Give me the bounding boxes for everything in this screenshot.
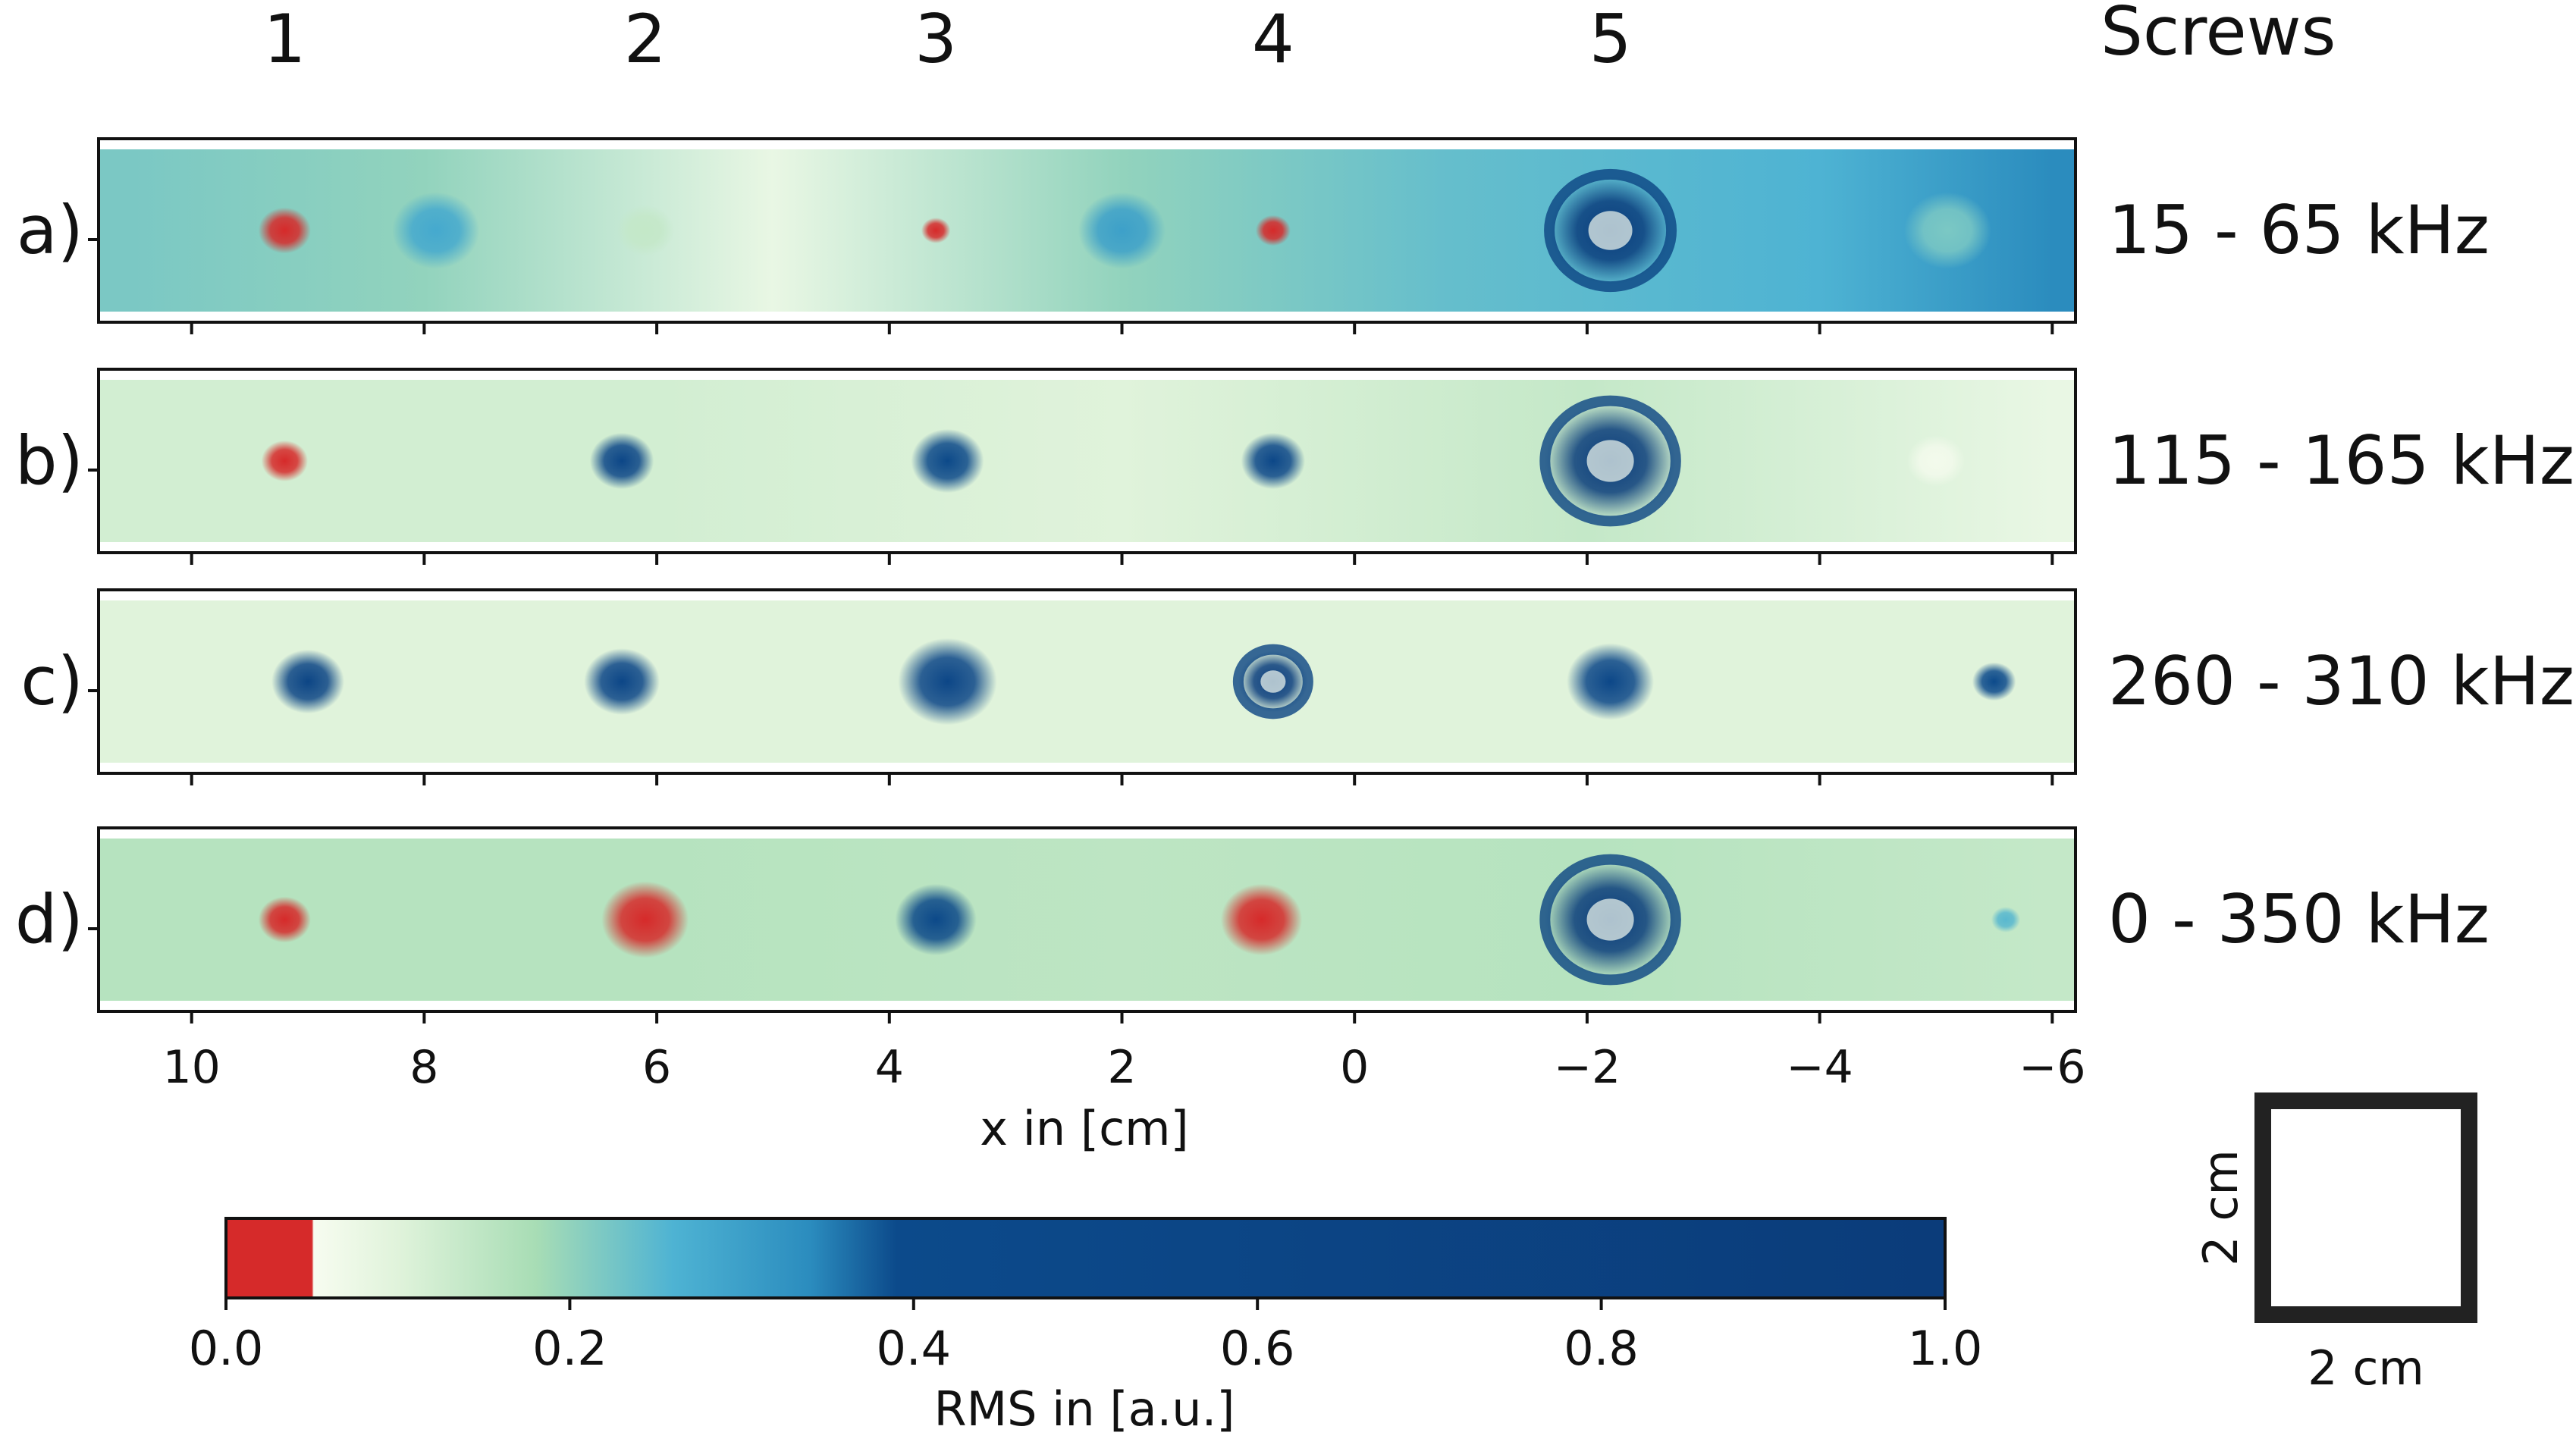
frequency-band: 260 - 310 kHz <box>2108 642 2574 720</box>
rms-hotspot <box>1255 215 1291 246</box>
frequency-band: 0 - 350 kHz <box>2108 880 2490 958</box>
rms-hotspot <box>1567 643 1655 720</box>
rms-hotspot <box>601 881 689 958</box>
scale-box-horizontal-label: 2 cm <box>2308 1340 2424 1396</box>
colorbar-tick-label: 0.2 <box>532 1321 607 1376</box>
rms-hotspot <box>1241 432 1306 490</box>
x-tick-label: −4 <box>1786 1041 1853 1094</box>
rms-ring <box>1232 644 1313 719</box>
x-tick-label: −2 <box>1554 1041 1621 1094</box>
heatmap-background <box>99 380 2076 542</box>
panel: a) 15 - 65 kHz <box>17 137 2490 334</box>
panel-frame <box>97 368 2077 554</box>
panel-label: c) <box>20 642 83 720</box>
screw-label: 2 <box>624 0 667 78</box>
rms-hotspot <box>1078 192 1166 269</box>
x-axis: 10 8 6 4 2 0 −2 −4 −6 <box>163 1041 2086 1094</box>
scale-box-vertical-label: 2 cm <box>2193 1149 2248 1266</box>
rms-ring-center <box>1586 440 1634 482</box>
x-tick-label: 0 <box>1340 1041 1369 1094</box>
screw-label: 3 <box>915 0 957 78</box>
x-tick-label: 4 <box>875 1041 904 1094</box>
x-tick-label: 8 <box>409 1041 438 1094</box>
rms-hotspot <box>258 207 311 254</box>
rms-ring <box>1539 395 1681 527</box>
colorbar-tick-label: 1.0 <box>1908 1321 1983 1376</box>
colorbar-tick-label: 0.6 <box>1220 1321 1295 1376</box>
x-tick-label: 6 <box>642 1041 671 1094</box>
rms-hotspot <box>1906 435 1966 487</box>
colorbar-tick-label: 0.0 <box>189 1321 264 1376</box>
screw-label: 4 <box>1252 0 1294 78</box>
screw-labels: 1 2 3 4 5 <box>263 0 1631 78</box>
panel: c) 260 - 310 kHz <box>20 588 2574 785</box>
panel: d) 0 - 350 kHz <box>15 826 2490 1024</box>
rms-ring <box>1544 168 1677 293</box>
panel-frame <box>97 826 2077 1013</box>
panel: b) 115 - 165 kHz <box>15 368 2574 565</box>
rms-hotspot <box>898 638 997 726</box>
screw-label: 1 <box>263 0 306 78</box>
x-tick-label: 2 <box>1107 1041 1136 1094</box>
panels: a) 15 - 65 kHz b) 115 - 165 kHz c) 260 - 310 … <box>15 137 2574 1024</box>
rms-hotspot <box>589 432 654 490</box>
rms-ring-center <box>1260 670 1286 693</box>
panel-frame <box>97 588 2077 775</box>
rms-hotspot <box>392 192 480 269</box>
rms-hotspot <box>1991 907 2021 933</box>
colorbar: 0.0 0.2 0.4 0.6 0.8 1.0 <box>189 1217 1983 1376</box>
colorbar-tick-label: 0.8 <box>1564 1321 1639 1376</box>
heatmap-background <box>99 839 2076 1001</box>
colorbar-gradient <box>224 1217 1947 1299</box>
x-tick-label: 10 <box>163 1041 221 1094</box>
rms-hotspot <box>895 883 977 956</box>
rms-hotspot <box>921 218 951 243</box>
rms-hotspot <box>584 648 660 715</box>
x-axis-label: x in [cm] <box>980 1101 1189 1156</box>
scale-box <box>2254 1092 2477 1323</box>
rms-ring-center <box>1586 898 1634 941</box>
rms-hotspot <box>1220 883 1303 956</box>
panel-frame <box>97 137 2077 324</box>
frequency-band: 15 - 65 kHz <box>2108 191 2490 269</box>
x-tick-label: −6 <box>2019 1041 2085 1094</box>
rms-ring <box>1539 854 1681 986</box>
rms-hotspot <box>1972 662 2016 701</box>
rms-hotspot <box>258 896 311 943</box>
colorbar-label: RMS in [a.u.] <box>934 1381 1235 1437</box>
rms-hotspot <box>911 428 984 494</box>
panel-label: d) <box>15 880 83 958</box>
panel-label: b) <box>15 422 83 500</box>
screw-label: 5 <box>1589 0 1632 78</box>
rms-hotspot <box>1903 192 1991 269</box>
rms-hotspot <box>261 440 309 481</box>
colorbar-tick-label: 0.4 <box>876 1321 951 1376</box>
frequency-band: 115 - 165 kHz <box>2108 422 2574 500</box>
screws-header: Screws <box>2101 0 2336 71</box>
rms-hotspot <box>271 649 344 714</box>
panel-label: a) <box>17 191 83 269</box>
rms-ring-center <box>1588 211 1633 250</box>
rms-hotspot <box>616 205 675 256</box>
heatmap-background <box>99 600 2076 763</box>
